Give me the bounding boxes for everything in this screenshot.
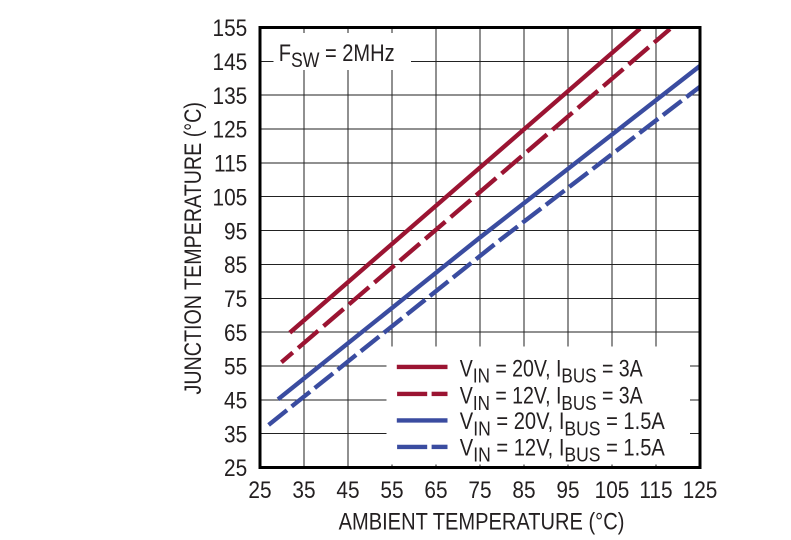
svg-text:55: 55 xyxy=(224,353,247,380)
svg-text:JUNCTION TEMPERATURE (°C): JUNCTION TEMPERATURE (°C) xyxy=(179,102,206,394)
svg-text:95: 95 xyxy=(224,218,247,245)
svg-text:55: 55 xyxy=(380,477,403,504)
svg-text:115: 115 xyxy=(214,150,247,177)
svg-text:125: 125 xyxy=(213,116,248,143)
svg-text:65: 65 xyxy=(224,319,247,346)
svg-text:115: 115 xyxy=(639,477,672,504)
svg-text:105: 105 xyxy=(213,184,248,211)
svg-text:155: 155 xyxy=(213,15,248,42)
svg-text:145: 145 xyxy=(213,49,248,76)
svg-text:25: 25 xyxy=(248,477,271,504)
svg-text:65: 65 xyxy=(424,477,447,504)
svg-text:75: 75 xyxy=(468,477,491,504)
svg-text:75: 75 xyxy=(224,286,247,313)
svg-text:105: 105 xyxy=(595,477,630,504)
svg-text:85: 85 xyxy=(224,252,247,279)
svg-text:125: 125 xyxy=(683,477,718,504)
svg-text:85: 85 xyxy=(512,477,535,504)
svg-text:35: 35 xyxy=(224,421,247,448)
svg-text:35: 35 xyxy=(292,477,315,504)
svg-text:25: 25 xyxy=(224,455,247,482)
svg-text:45: 45 xyxy=(336,477,359,504)
svg-text:95: 95 xyxy=(556,477,579,504)
svg-text:AMBIENT TEMPERATURE (°C): AMBIENT TEMPERATURE (°C) xyxy=(339,508,625,535)
svg-text:45: 45 xyxy=(224,387,247,414)
svg-text:135: 135 xyxy=(213,82,248,109)
